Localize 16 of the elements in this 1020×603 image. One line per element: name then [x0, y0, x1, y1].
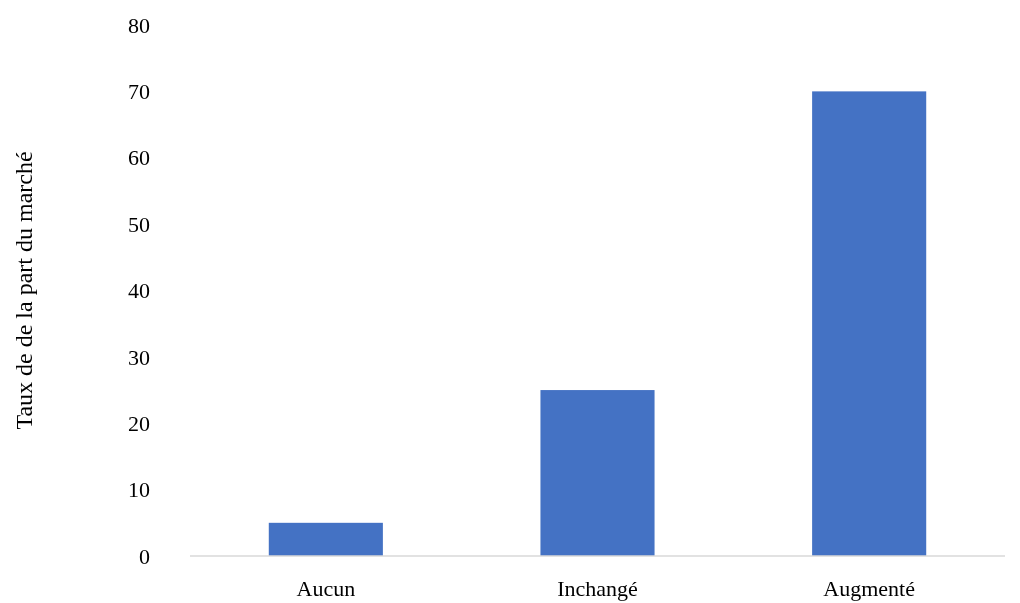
y-tick-label: 40 — [128, 278, 150, 304]
y-tick-label: 10 — [128, 477, 150, 503]
y-tick-label: 50 — [128, 211, 150, 237]
bar — [540, 390, 655, 556]
y-tick-label: 0 — [139, 543, 150, 569]
y-axis-title: Taux de de la part du marché — [11, 151, 37, 430]
bar — [812, 91, 927, 556]
y-tick-label: 20 — [128, 410, 150, 436]
y-tick-label: 70 — [128, 79, 150, 105]
x-tick-label: Augmenté — [823, 576, 915, 601]
x-tick-label: Inchangé — [557, 576, 638, 601]
y-tick-label: 30 — [128, 344, 150, 370]
y-tick-label: 60 — [128, 145, 150, 171]
x-tick-label: Aucun — [296, 576, 356, 601]
bar — [268, 522, 383, 556]
y-tick-label: 80 — [128, 12, 150, 38]
